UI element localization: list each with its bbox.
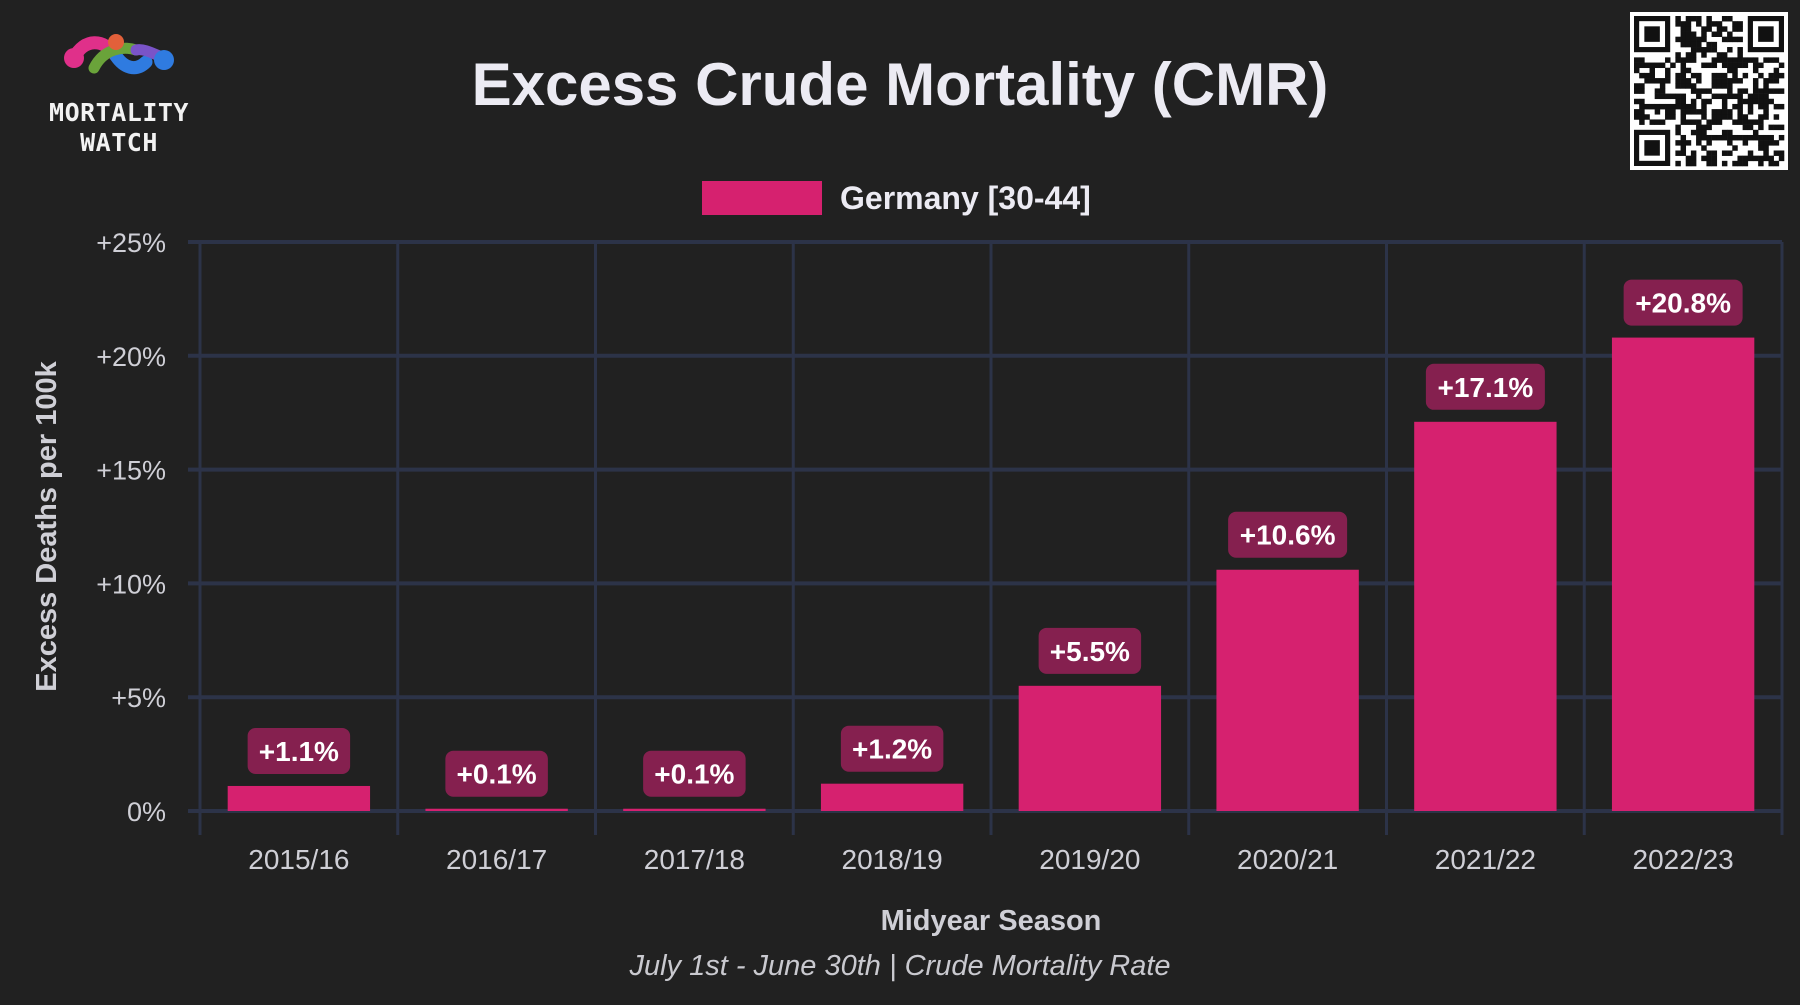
y-tick-label: +15%: [96, 456, 166, 486]
data-label-badge: [1228, 511, 1348, 558]
bar: [623, 808, 766, 811]
legend: Germany [30-44]: [702, 178, 1091, 218]
y-axis-label: Excess Deaths per 100k: [31, 360, 63, 691]
qr-code-icon: [1630, 12, 1788, 170]
legend-label: Germany [30-44]: [840, 179, 1091, 216]
chart-title: Excess Crude Mortality (CMR): [471, 51, 1329, 118]
data-label-badge: [445, 750, 548, 797]
data-label-badge: [247, 727, 351, 774]
x-tick-label: 2016/17: [446, 844, 547, 875]
y-tick-label: +10%: [96, 569, 166, 599]
x-tick-label: 2018/19: [842, 844, 943, 875]
bar: [1611, 337, 1755, 811]
y-tick-label: +20%: [96, 342, 166, 372]
data-label: +5.5%: [1050, 636, 1130, 667]
data-label: +20.8%: [1635, 288, 1731, 319]
data-label-badge: [1623, 279, 1743, 326]
bar: [1018, 685, 1162, 811]
x-tick-label: 2020/21: [1237, 844, 1338, 875]
bar: [820, 783, 964, 811]
data-label: +0.1%: [654, 759, 734, 790]
data-label-badge: [1038, 627, 1142, 674]
bar: [425, 808, 568, 811]
y-tick-label: 0%: [127, 797, 166, 827]
y-tick-label: +5%: [111, 683, 166, 713]
x-tick-label: 2017/18: [644, 844, 745, 875]
legend-swatch: [702, 181, 822, 215]
data-label-badge: [1425, 363, 1545, 410]
axes: 0% +5% +10% +15% +20% +25% 2015/16 2016/17 2017/…: [31, 228, 1734, 937]
bar: [227, 785, 371, 811]
data-label: +0.1%: [457, 759, 537, 790]
logo-text-line1: MORTALITY: [49, 98, 189, 127]
data-label-badge: [840, 725, 944, 772]
logo-icon: [64, 34, 174, 75]
data-label-badge: [643, 750, 746, 797]
data-labels: +1.1% +0.1% +0.1% +1.2% +5.5% +10.6% +17.1% +20…: [247, 279, 1743, 797]
data-label: +17.1%: [1438, 372, 1534, 403]
x-axis-label: Midyear Season: [881, 905, 1102, 937]
mortality-watch-logo: MORTALITY WATCH: [24, 28, 214, 168]
y-tick-label: +25%: [96, 228, 166, 258]
x-tick-label: 2015/16: [248, 844, 349, 875]
x-tick-label: 2022/23: [1633, 844, 1734, 875]
bar: [1414, 421, 1557, 811]
bars: [227, 337, 1755, 811]
chart-subtitle: July 1st - June 30th | Crude Mortality R…: [629, 950, 1171, 982]
bar: [1216, 569, 1359, 811]
x-tick-label: 2019/20: [1039, 844, 1140, 875]
data-label: +1.1%: [259, 736, 339, 767]
data-label: +10.6%: [1240, 520, 1336, 551]
x-tick-label: 2021/22: [1435, 844, 1536, 875]
logo-text-line2: WATCH: [80, 128, 158, 157]
data-label: +1.2%: [852, 734, 932, 765]
